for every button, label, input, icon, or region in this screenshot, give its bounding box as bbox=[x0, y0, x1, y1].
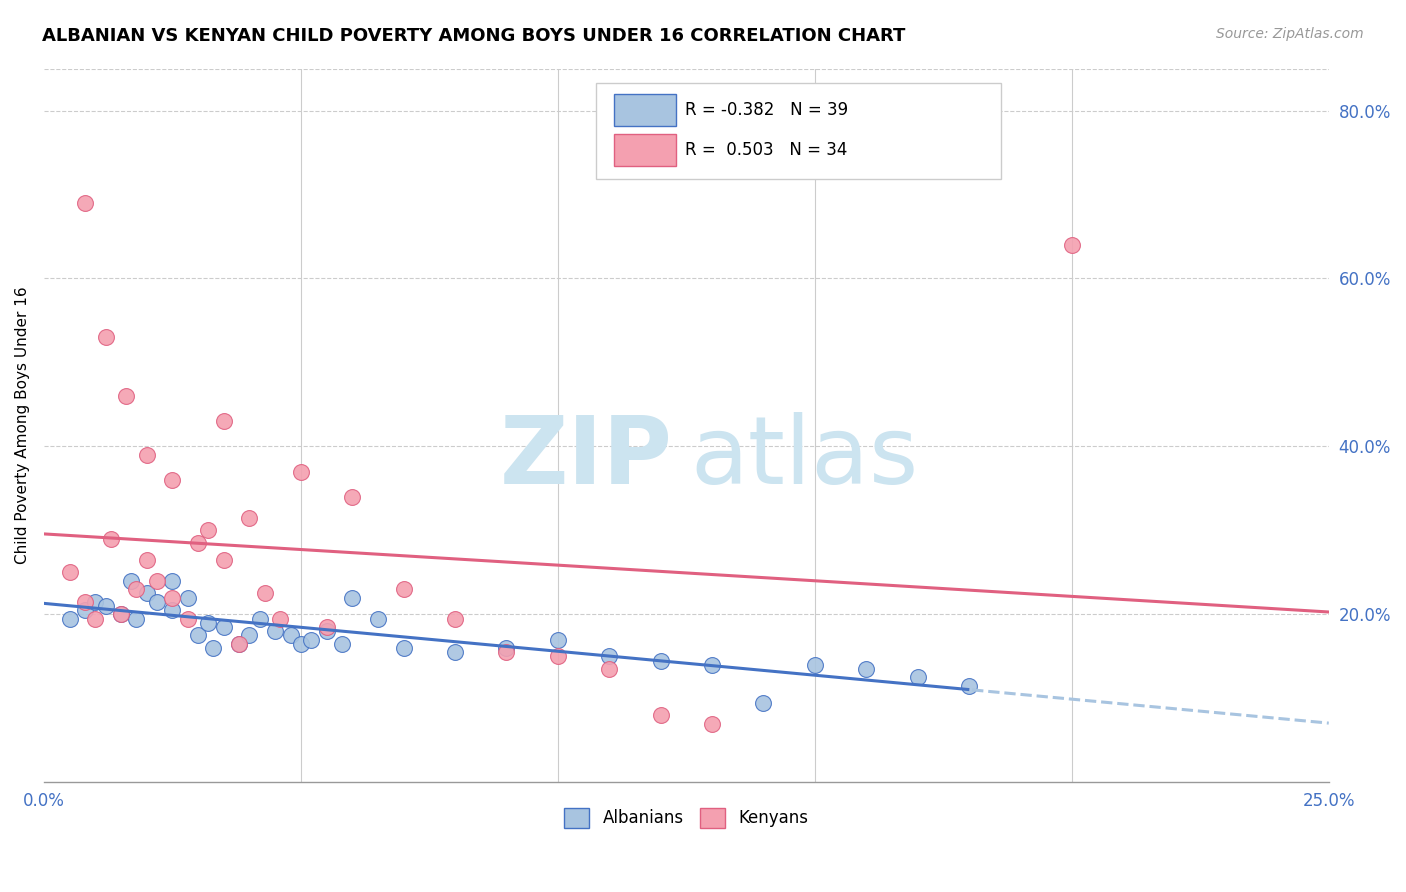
Point bbox=[146, 595, 169, 609]
Point bbox=[855, 662, 877, 676]
Point bbox=[73, 603, 96, 617]
Point bbox=[212, 620, 235, 634]
Point bbox=[84, 611, 107, 625]
Point bbox=[700, 657, 723, 672]
Point bbox=[249, 611, 271, 625]
Point bbox=[58, 566, 80, 580]
Point bbox=[238, 511, 260, 525]
Point bbox=[58, 611, 80, 625]
Point bbox=[392, 582, 415, 597]
Point bbox=[907, 670, 929, 684]
Text: Source: ZipAtlas.com: Source: ZipAtlas.com bbox=[1216, 27, 1364, 41]
Point bbox=[650, 708, 672, 723]
Y-axis label: Child Poverty Among Boys Under 16: Child Poverty Among Boys Under 16 bbox=[15, 286, 30, 565]
Point bbox=[228, 637, 250, 651]
Point bbox=[957, 679, 980, 693]
Point bbox=[177, 591, 200, 605]
Point bbox=[253, 586, 276, 600]
FancyBboxPatch shape bbox=[614, 134, 676, 166]
Point bbox=[94, 599, 117, 613]
Point bbox=[135, 553, 157, 567]
Point bbox=[135, 586, 157, 600]
Point bbox=[110, 607, 132, 622]
Point bbox=[290, 637, 312, 651]
Point bbox=[342, 490, 364, 504]
Point bbox=[228, 637, 250, 651]
Point bbox=[94, 330, 117, 344]
Point bbox=[197, 615, 219, 630]
Point bbox=[495, 640, 517, 655]
Point bbox=[187, 628, 209, 642]
Point bbox=[100, 532, 122, 546]
Point bbox=[547, 632, 569, 647]
Point bbox=[187, 536, 209, 550]
Point bbox=[598, 649, 620, 664]
Point bbox=[212, 553, 235, 567]
Point bbox=[495, 645, 517, 659]
Point bbox=[269, 611, 291, 625]
Point bbox=[315, 620, 337, 634]
Point bbox=[444, 611, 467, 625]
Point bbox=[162, 591, 184, 605]
Text: R =  0.503   N = 34: R = 0.503 N = 34 bbox=[685, 141, 848, 159]
Text: atlas: atlas bbox=[690, 411, 918, 504]
Point bbox=[330, 637, 353, 651]
Point bbox=[299, 632, 322, 647]
Text: ZIP: ZIP bbox=[501, 411, 673, 504]
Point bbox=[115, 389, 138, 403]
Point bbox=[125, 611, 148, 625]
Point bbox=[162, 574, 184, 588]
Point bbox=[598, 662, 620, 676]
Point bbox=[212, 414, 235, 428]
Point bbox=[650, 654, 672, 668]
Point bbox=[547, 649, 569, 664]
Text: ALBANIAN VS KENYAN CHILD POVERTY AMONG BOYS UNDER 16 CORRELATION CHART: ALBANIAN VS KENYAN CHILD POVERTY AMONG B… bbox=[42, 27, 905, 45]
Point bbox=[73, 595, 96, 609]
Point bbox=[238, 628, 260, 642]
Point bbox=[202, 640, 225, 655]
Point bbox=[392, 640, 415, 655]
Point bbox=[315, 624, 337, 639]
Point bbox=[367, 611, 389, 625]
Point bbox=[1060, 238, 1083, 252]
Point bbox=[120, 574, 142, 588]
Point bbox=[342, 591, 364, 605]
Point bbox=[110, 607, 132, 622]
Point bbox=[73, 195, 96, 210]
Legend: Albanians, Kenyans: Albanians, Kenyans bbox=[557, 801, 815, 835]
Text: R = -0.382   N = 39: R = -0.382 N = 39 bbox=[685, 101, 848, 119]
Point bbox=[700, 716, 723, 731]
Point bbox=[162, 473, 184, 487]
Point bbox=[752, 696, 775, 710]
Point bbox=[197, 524, 219, 538]
Point bbox=[444, 645, 467, 659]
Point bbox=[264, 624, 287, 639]
Point bbox=[162, 603, 184, 617]
Point bbox=[146, 574, 169, 588]
FancyBboxPatch shape bbox=[614, 95, 676, 126]
FancyBboxPatch shape bbox=[596, 83, 1001, 179]
Point bbox=[125, 582, 148, 597]
Point bbox=[804, 657, 827, 672]
Point bbox=[177, 611, 200, 625]
Point bbox=[84, 595, 107, 609]
Point bbox=[135, 448, 157, 462]
Point bbox=[290, 465, 312, 479]
Point bbox=[280, 628, 302, 642]
